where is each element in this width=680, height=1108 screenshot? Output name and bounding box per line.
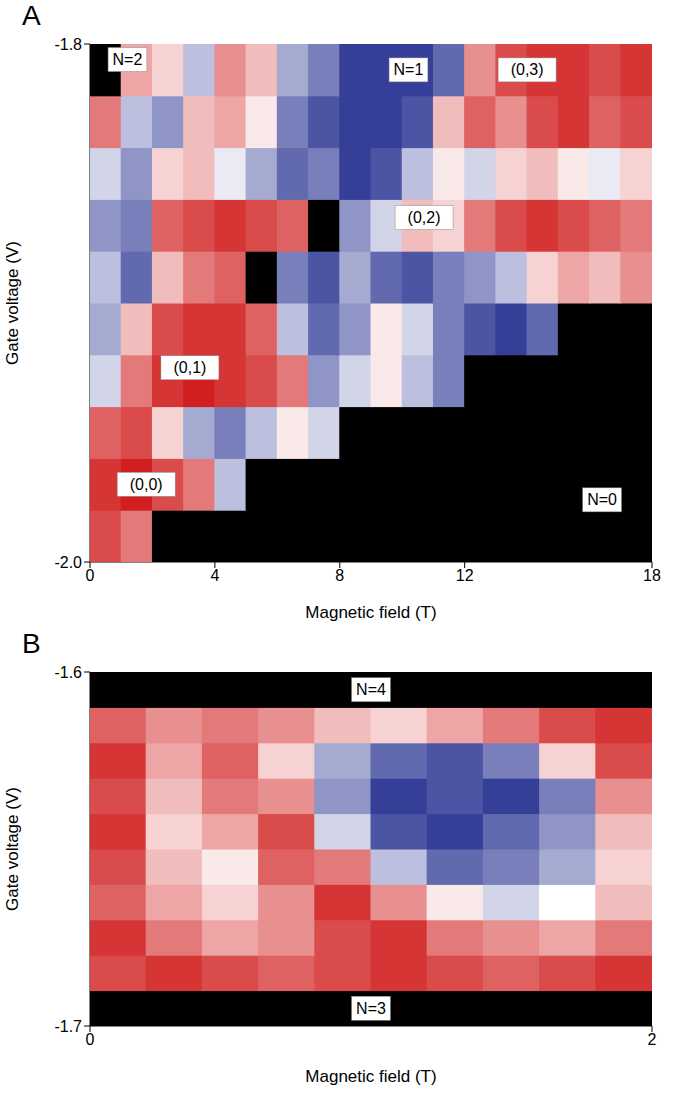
svg-text:0: 0 [86, 567, 95, 584]
svg-text:8: 8 [335, 567, 344, 584]
svg-text:(0,1): (0,1) [173, 359, 206, 376]
svg-text:Gate voltage (V): Gate voltage (V) [3, 787, 22, 911]
svg-text:4: 4 [210, 567, 219, 584]
html-text:A: A [22, 0, 41, 31]
svg-text:-2.0: -2.0 [54, 554, 82, 571]
svg-text:2: 2 [648, 1031, 657, 1048]
svg-text:(0,0): (0,0) [130, 476, 163, 493]
svg-text:-1.8: -1.8 [54, 36, 82, 53]
svg-text:Gate voltage (V): Gate voltage (V) [3, 241, 22, 365]
svg-text:(0,3): (0,3) [511, 61, 544, 78]
svg-text:-1.7: -1.7 [54, 1018, 82, 1035]
svg-text:N=3: N=3 [356, 1000, 386, 1017]
html-text:B: B [22, 628, 41, 659]
svg-text:(0,2): (0,2) [408, 209, 441, 226]
svg-text:12: 12 [456, 567, 474, 584]
svg-text:N=0: N=0 [587, 491, 617, 508]
svg-text:Magnetic field (T): Magnetic field (T) [305, 603, 436, 622]
svg-text:N=4: N=4 [356, 681, 386, 698]
svg-text:18: 18 [643, 567, 661, 584]
svg-text:N=1: N=1 [394, 61, 424, 78]
svg-text:0: 0 [86, 1031, 95, 1048]
svg-text:Magnetic field (T): Magnetic field (T) [305, 1067, 436, 1086]
svg-text:-1.6: -1.6 [54, 664, 82, 681]
svg-text:N=2: N=2 [113, 51, 143, 68]
